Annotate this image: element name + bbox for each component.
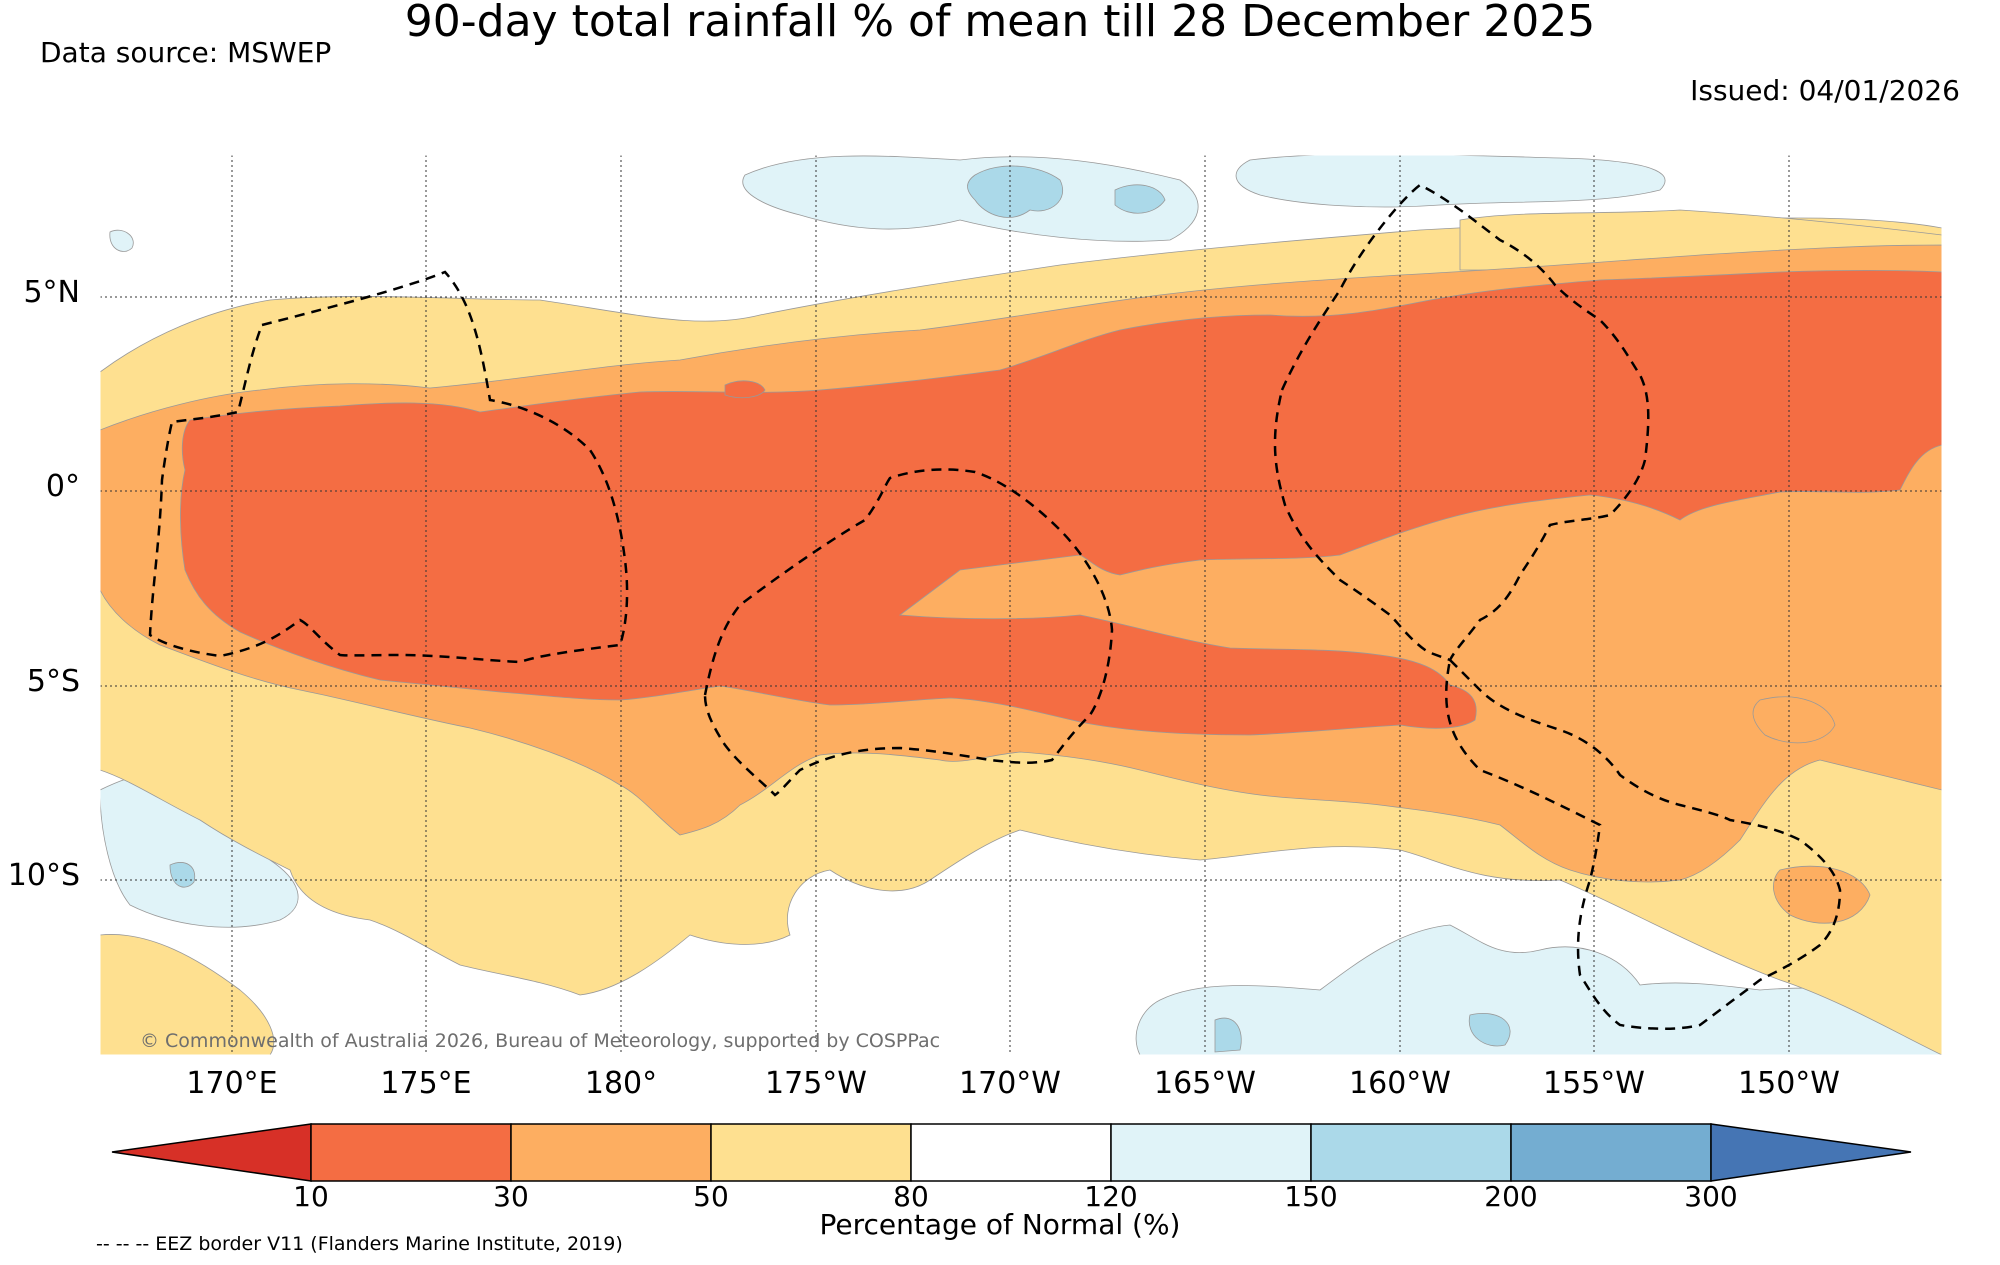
lon-label-160w: 160°W (1349, 1066, 1451, 1101)
colorbar-tick-10: 10 (293, 1180, 329, 1213)
region-150-200-southwest (169, 862, 196, 888)
colorbar-swatch-200-300 (1510, 1123, 1712, 1182)
colorbar-title: Percentage of Normal (%) (819, 1208, 1181, 1241)
region-150-200-north-2 (1114, 184, 1166, 214)
lat-label-5n: 5°N (23, 275, 80, 310)
lon-label-180: 180° (584, 1066, 658, 1101)
region-50-80-southwest-corner (100, 934, 274, 1055)
lon-label-155w: 155°W (1543, 1066, 1645, 1101)
region-10-30-core (180, 270, 1942, 736)
colorbar-swatch-50-80 (710, 1123, 912, 1182)
colorbar-tick-300: 300 (1684, 1180, 1738, 1213)
graticule (100, 155, 1942, 1055)
colorbar-swatch-30-50 (510, 1123, 712, 1182)
lon-label-170e: 170°E (186, 1066, 278, 1101)
colorbar-swatch-below-10 (111, 1123, 312, 1182)
region-150-200-south-patch (1214, 1017, 1242, 1053)
region-150-200-south-patch-2 (1468, 1013, 1511, 1047)
colorbar-swatch-120-150 (1110, 1123, 1312, 1182)
colorbar-swatch-150-200 (1310, 1123, 1512, 1182)
colorbar-tick-80: 80 (893, 1180, 929, 1213)
copyright-notice: © Commonwealth of Australia 2026, Bureau… (140, 1030, 941, 1052)
lon-label-150w: 150°W (1738, 1066, 1840, 1101)
colorbar-tick-200: 200 (1484, 1180, 1538, 1213)
lat-label-0: 0° (45, 469, 80, 504)
lon-label-175e: 175°E (380, 1066, 472, 1101)
lon-label-170w: 170°W (959, 1066, 1061, 1101)
colorbar-tick-120: 120 (1084, 1180, 1138, 1213)
colorbar-swatch-80-120 (910, 1123, 1112, 1182)
issued-date-label: Issued: 04/01/2026 (1690, 74, 1960, 107)
eez-border-west (148, 270, 629, 664)
data-source-label: Data source: MSWEP (40, 36, 332, 69)
region-120-150-northwest-dot (109, 229, 134, 252)
region-120-150-north (742, 155, 1199, 242)
lat-label-10s: 10°S (7, 858, 80, 893)
map-title: 90-day total rainfall % of mean till 28 … (404, 0, 1596, 47)
region-30-50-east-patch (1752, 696, 1836, 744)
lon-label-165w: 165°W (1154, 1066, 1256, 1101)
colorbar-tick-150: 150 (1284, 1180, 1338, 1213)
lon-label-175w: 175°W (765, 1066, 867, 1101)
region-10-30-north-notch (724, 380, 766, 399)
map-frame (99, 154, 1943, 1056)
eez-border-northeast (1273, 183, 1650, 662)
eez-border-note: -- -- -- EEZ border V11 (Flanders Marine… (96, 1233, 623, 1255)
colorbar-tick-30: 30 (493, 1180, 529, 1213)
colorbar-swatch-10-30 (310, 1123, 512, 1182)
region-120-150-north-east (1235, 155, 1666, 208)
colorbar-tick-50: 50 (693, 1180, 729, 1213)
colorbar (111, 1123, 1912, 1182)
colorbar-swatch-above-300 (1710, 1123, 1912, 1182)
eez-border-central (703, 468, 1114, 797)
eez-border-east (1445, 657, 1842, 1030)
region-150-200-north (967, 165, 1063, 218)
eez-borders (148, 183, 1842, 1030)
lat-label-5s: 5°S (26, 664, 80, 699)
